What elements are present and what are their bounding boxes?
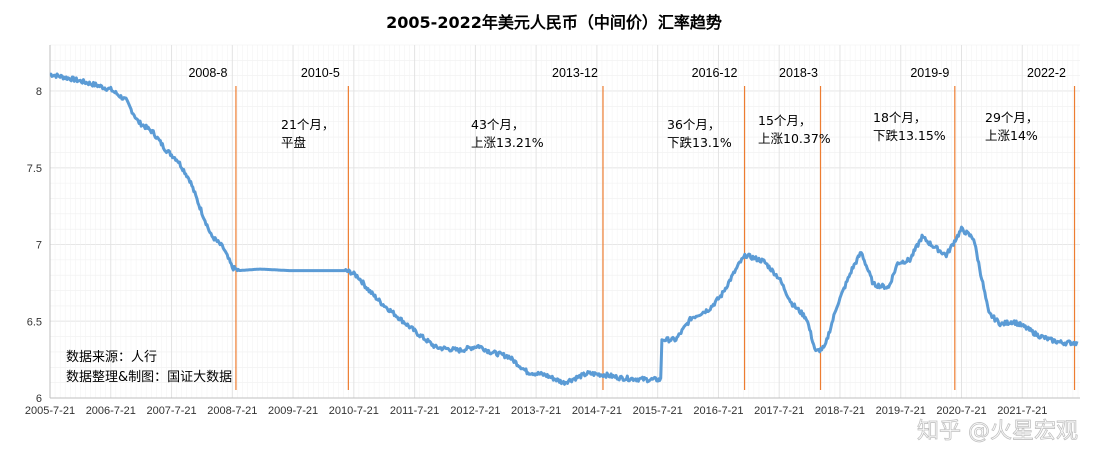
x-tick-label: 2009-7-21 <box>268 405 318 417</box>
series-group <box>49 72 1079 386</box>
annotation-line-1: 15个月， <box>758 113 811 128</box>
x-tick-label: 2016-7-21 <box>693 405 743 417</box>
annotation-line-1: 21个月， <box>281 117 334 132</box>
y-tick-label: 6 <box>36 393 42 405</box>
x-tick-label: 2017-7-21 <box>754 405 804 417</box>
grid-lines <box>49 44 1080 399</box>
x-tick-label: 2008-7-21 <box>207 405 257 417</box>
x-tick-label: 2013-7-21 <box>511 405 561 417</box>
annotation-line-2: 下跌13.1% <box>667 135 732 150</box>
y-tick-label: 8 <box>36 86 42 98</box>
event-label: 2010-5 <box>301 66 340 80</box>
annotation-line-2: 平盘 <box>281 135 306 150</box>
event-label: 2008-8 <box>188 66 227 80</box>
event-label: 2022-2 <box>1027 66 1066 80</box>
x-tick-label: 2018-7-21 <box>815 405 865 417</box>
y-tick-label: 7.5 <box>27 163 42 175</box>
annotation-line-1: 36个月， <box>667 117 720 132</box>
x-tick-label: 2011-7-21 <box>390 405 439 417</box>
x-tick-label: 2007-7-21 <box>146 405 196 417</box>
annotation-line-2: 上涨14% <box>985 128 1038 143</box>
y-tick-label: 6.5 <box>27 316 42 328</box>
y-tick-label: 7 <box>36 240 42 252</box>
y-axis: 6 6.5 7 7.5 8 <box>27 86 42 405</box>
annotation-line-1: 18个月， <box>873 110 926 125</box>
x-axis: 2005-7-21 2006-7-21 2007-7-21 2008-7-21 2009… <box>25 405 1047 417</box>
event-label: 2016-12 <box>692 66 738 80</box>
annotation-line-1: 43个月， <box>471 117 524 132</box>
x-tick-label: 2006-7-21 <box>86 405 136 417</box>
x-tick-label: 2014-7-21 <box>572 405 622 417</box>
x-tick-label: 2021-7-21 <box>997 405 1047 417</box>
event-markers: 2008-8 2010-5 2013-12 2016-12 2018-3 2019-9 20… <box>188 66 1076 390</box>
event-label: 2019-9 <box>910 66 949 80</box>
event-label: 2013-12 <box>552 66 598 80</box>
source-line-1: 数据来源：人行 <box>66 350 157 365</box>
annotation-line-2: 下跌13.15% <box>873 128 946 143</box>
annotation-line-2: 上涨10.37% <box>758 131 831 146</box>
watermark: 知乎 @火星宏观 <box>917 419 1078 444</box>
x-tick-label: 2019-7-21 <box>876 405 926 417</box>
event-label: 2018-3 <box>779 66 818 80</box>
x-tick-label: 2012-7-21 <box>450 405 500 417</box>
x-tick-label: 2020-7-21 <box>936 405 986 417</box>
x-tick-label: 2010-7-21 <box>329 405 379 417</box>
data-source-note: 数据来源：人行 数据整理&制图：国证大数据 <box>66 350 232 385</box>
series-line <box>49 72 1079 386</box>
chart-title: 2005-2022年美元人民币（中间价）汇率趋势 <box>386 13 722 32</box>
source-line-2: 数据整理&制图：国证大数据 <box>66 370 232 385</box>
annotation-line-1: 29个月， <box>985 110 1038 125</box>
annotation-line-2: 上涨13.21% <box>471 135 544 150</box>
period-annotations: 21个月， 平盘 43个月， 上涨13.21% 36个月， 下跌13.1% 15个月， 上涨1… <box>281 110 1038 150</box>
x-tick-label: 2005-7-21 <box>25 405 75 417</box>
x-tick-label: 2015-7-21 <box>633 405 683 417</box>
